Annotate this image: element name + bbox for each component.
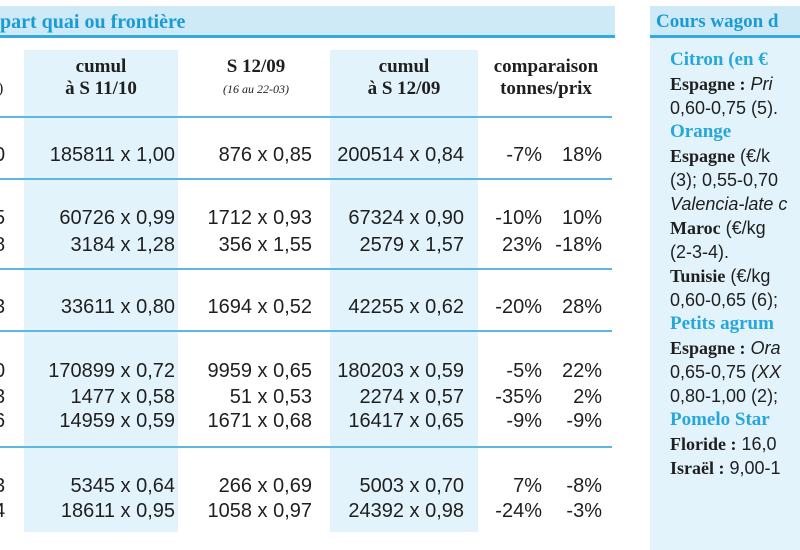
separator [0, 178, 612, 180]
price-line: Espagne : Pri [670, 74, 773, 94]
price-line: 0,60-0,65 (6); [670, 290, 779, 310]
col-header-cumul-s11: cumul à S 11/10 [65, 56, 137, 99]
price-line: Tunisie (€/kg [670, 266, 771, 286]
table-title-bar: part quai ou frontière [0, 6, 615, 38]
edge-mark: ) [0, 80, 3, 98]
price-line: Floride : 16,0 [670, 434, 777, 454]
separator [0, 268, 612, 270]
col-header-s12: S 12/09 (16 au 22-03) [223, 56, 289, 96]
separator [0, 330, 612, 332]
price-line: (3); 0,55-0,70 [670, 170, 779, 190]
panel-title: Cours wagon d [656, 11, 779, 32]
section-orange: Orange [670, 121, 732, 142]
section-petits-agrumes: Petits agrum [670, 313, 774, 334]
col-header-comparison: comparaison tonnes/prix [493, 56, 599, 99]
col-header-cumul-s12: cumul à S 12/09 [367, 56, 441, 99]
table-title: part quai ou frontière [0, 11, 186, 33]
column-shade-cumul-1 [24, 50, 178, 532]
separator [0, 116, 612, 118]
section-pomelo: Pomelo Star [670, 409, 770, 430]
price-line: Israël : 9,00-1 [670, 458, 781, 478]
price-line: (2-3-4). [670, 242, 730, 262]
separator [0, 446, 612, 448]
panel-title-bar: Cours wagon d [650, 6, 800, 38]
wagon-prices-panel: Cours wagon d Citron (en € Espagne : Pri… [650, 6, 800, 550]
section-citron: Citron (en € [670, 49, 768, 70]
price-line: Maroc (€/kg [670, 218, 766, 238]
column-shade-cumul-2 [330, 50, 478, 532]
price-line: Espagne : Ora [670, 338, 781, 358]
price-line: Valencia-late c [670, 194, 788, 214]
price-line: 0,60-0,75 (5). [670, 98, 779, 118]
price-line: Espagne (€/k [670, 146, 771, 166]
price-line: 0,80-1,00 (2); [670, 386, 779, 406]
price-line: 0,65-0,75 (XX [670, 362, 782, 382]
